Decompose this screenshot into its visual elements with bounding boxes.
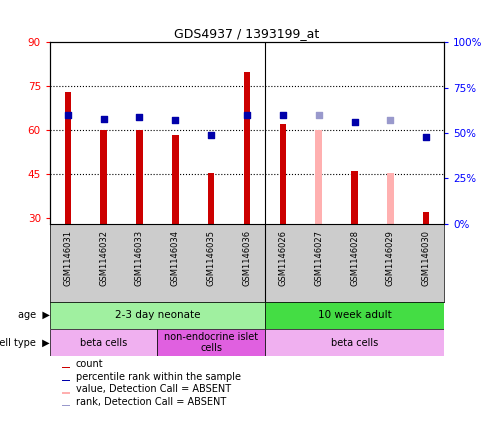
Point <box>100 115 108 122</box>
Text: non-endocrine islet
cells: non-endocrine islet cells <box>164 332 258 353</box>
Text: 2-3 day neonate: 2-3 day neonate <box>115 310 200 320</box>
Text: GSM1146029: GSM1146029 <box>386 230 395 286</box>
Text: GSM1146027: GSM1146027 <box>314 230 323 286</box>
Point <box>350 119 358 126</box>
Text: cell type  ▶: cell type ▶ <box>0 338 50 348</box>
Bar <box>100 130 107 224</box>
Bar <box>279 124 286 224</box>
Text: GSM1146036: GSM1146036 <box>243 230 251 286</box>
Text: GSM1146035: GSM1146035 <box>207 230 216 286</box>
Text: beta cells: beta cells <box>331 338 378 348</box>
Bar <box>64 92 71 224</box>
Bar <box>62 405 70 407</box>
Point <box>207 132 215 138</box>
Bar <box>62 379 70 381</box>
Point <box>171 117 179 124</box>
Point <box>422 133 430 140</box>
Point <box>315 112 323 118</box>
Text: GSM1146033: GSM1146033 <box>135 230 144 286</box>
Text: GSM1146034: GSM1146034 <box>171 230 180 286</box>
Text: GSM1146030: GSM1146030 <box>422 230 431 286</box>
Point <box>64 112 72 118</box>
Bar <box>157 329 265 356</box>
Bar <box>62 367 70 368</box>
Point <box>136 113 144 120</box>
Bar <box>265 329 444 356</box>
Bar <box>387 173 394 224</box>
Text: count: count <box>75 359 103 369</box>
Bar <box>315 130 322 224</box>
Bar <box>244 71 250 224</box>
Text: GSM1146031: GSM1146031 <box>63 230 72 286</box>
Text: beta cells: beta cells <box>80 338 127 348</box>
Text: value, Detection Call = ABSENT: value, Detection Call = ABSENT <box>75 385 231 394</box>
Text: percentile rank within the sample: percentile rank within the sample <box>75 371 241 382</box>
Bar <box>208 173 215 224</box>
Text: age  ▶: age ▶ <box>18 310 50 320</box>
Point <box>243 112 251 118</box>
Bar <box>351 171 358 224</box>
Text: rank, Detection Call = ABSENT: rank, Detection Call = ABSENT <box>75 397 226 407</box>
Text: GSM1146032: GSM1146032 <box>99 230 108 286</box>
Point <box>279 112 287 118</box>
Point <box>386 117 394 124</box>
Bar <box>136 130 143 224</box>
Text: GDS4937 / 1393199_at: GDS4937 / 1393199_at <box>174 27 320 41</box>
Text: 10 week adult: 10 week adult <box>318 310 391 320</box>
Bar <box>423 212 430 224</box>
Bar <box>172 135 179 224</box>
Bar <box>265 302 444 329</box>
Bar <box>50 302 265 329</box>
Bar <box>50 329 157 356</box>
Text: GSM1146028: GSM1146028 <box>350 230 359 286</box>
Text: GSM1146026: GSM1146026 <box>278 230 287 286</box>
